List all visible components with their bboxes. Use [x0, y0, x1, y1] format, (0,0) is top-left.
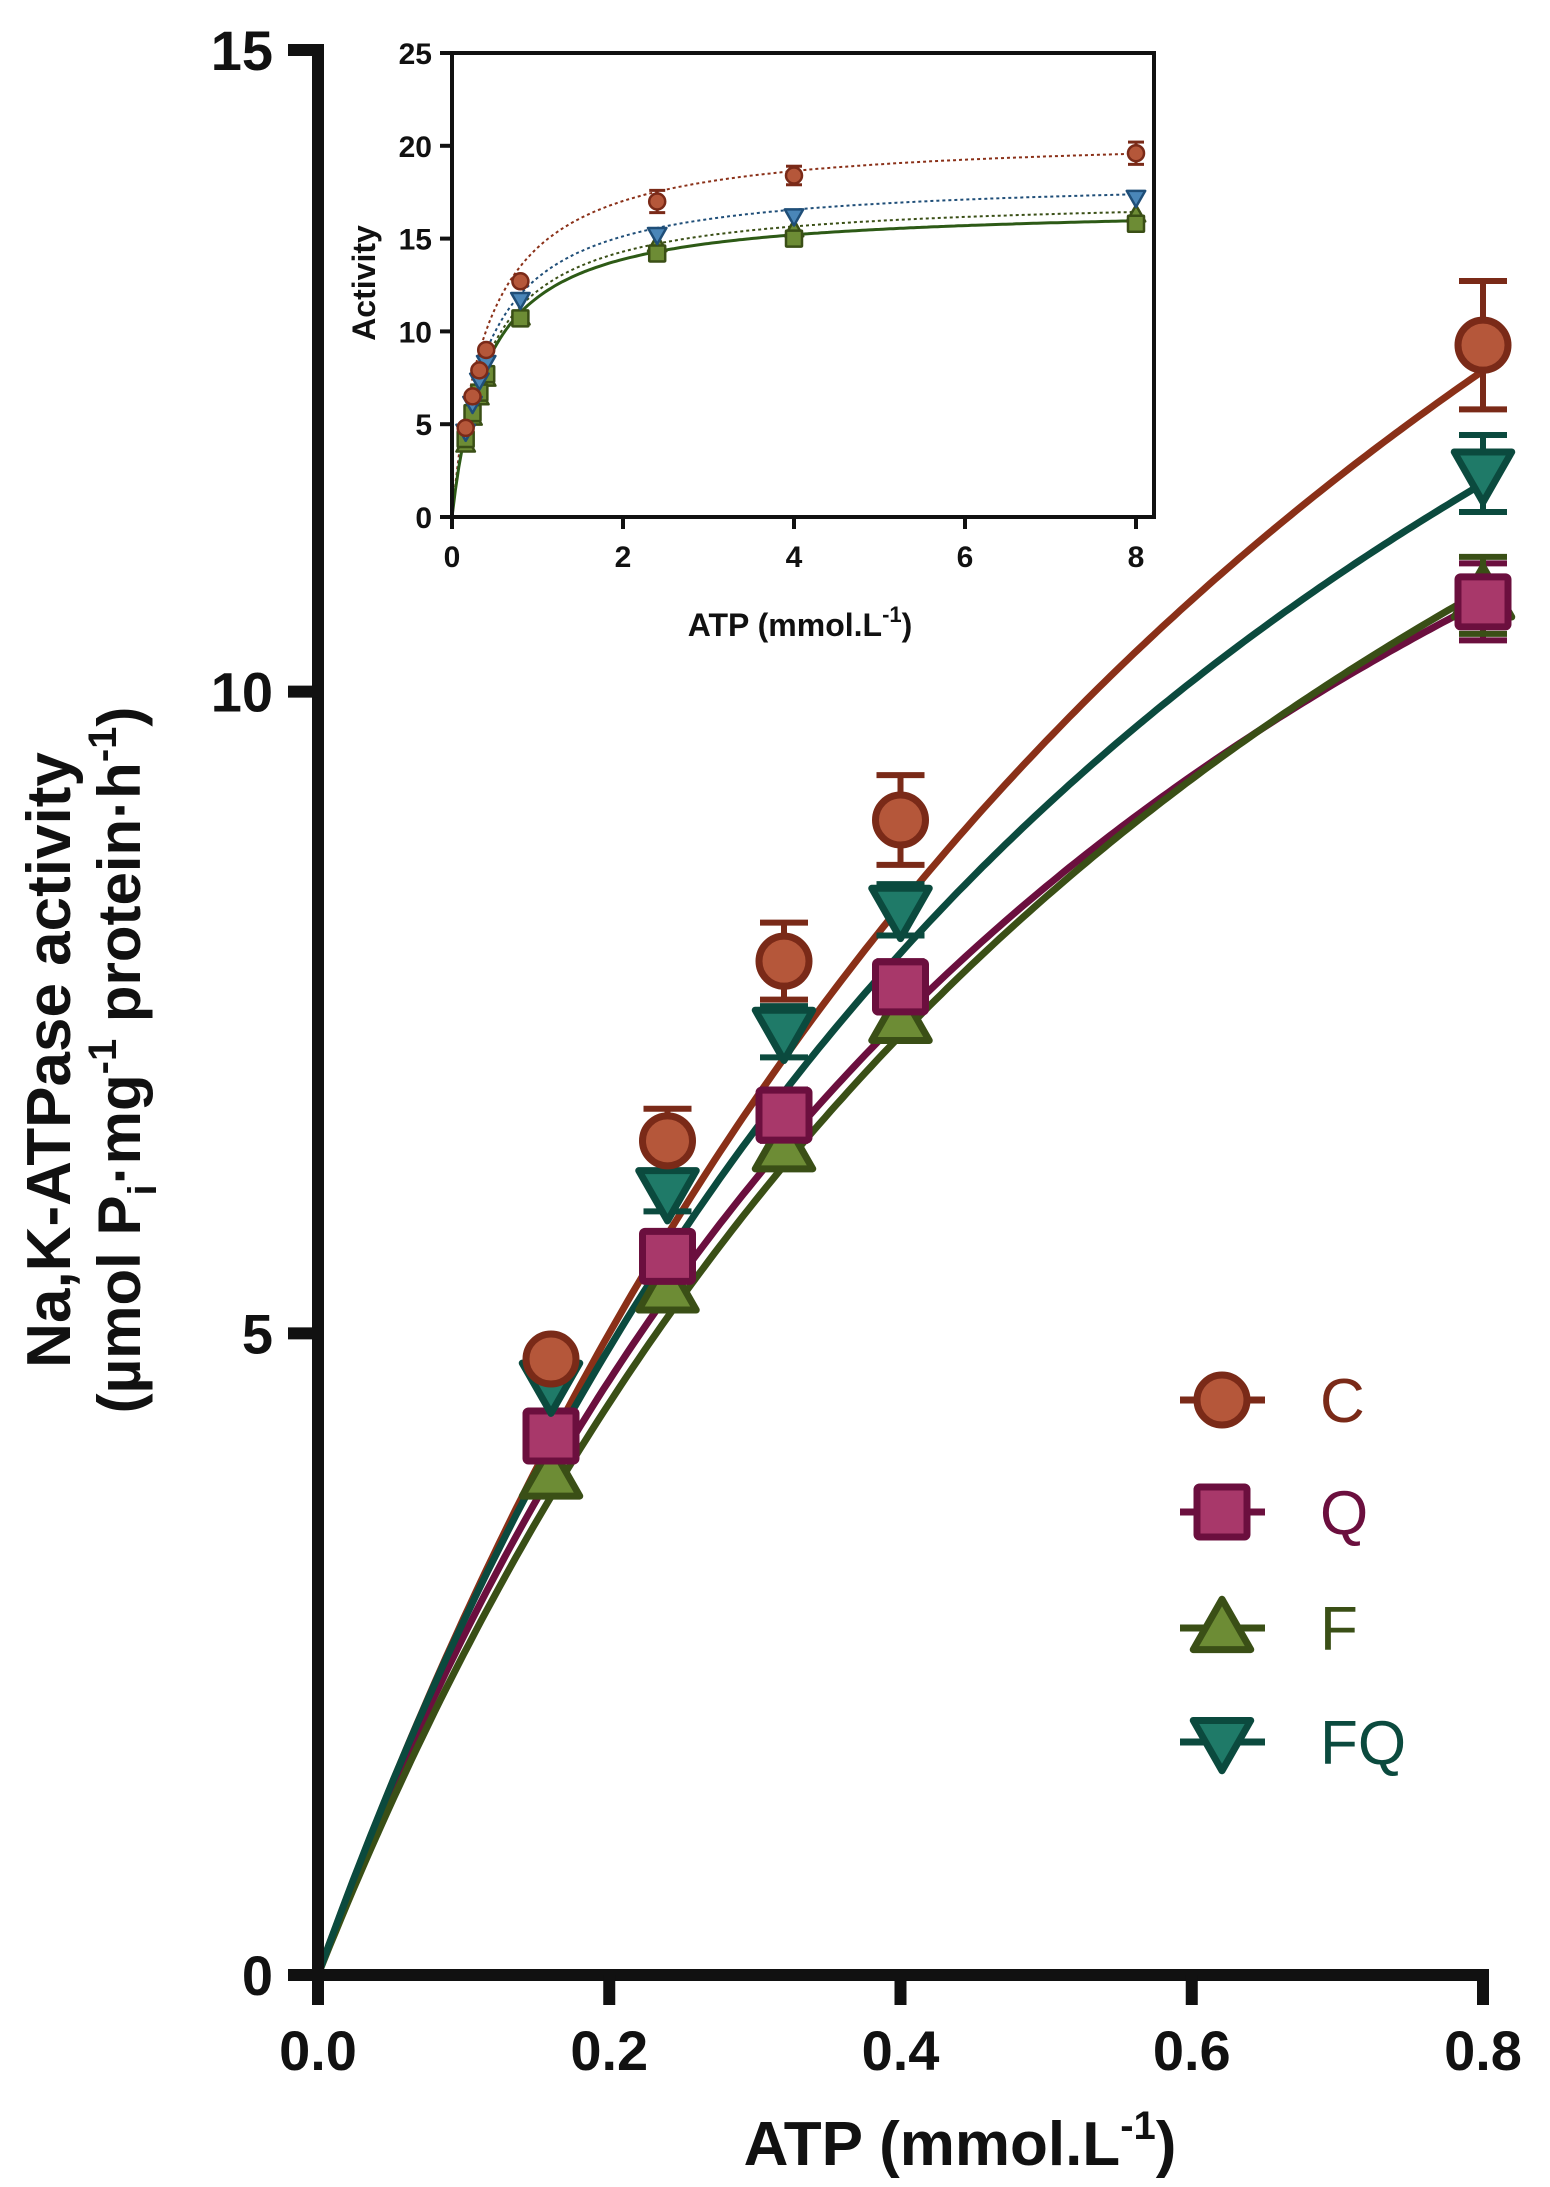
- main-x-tick-label: 0.4: [862, 2019, 940, 2082]
- inset-x-tick-label: 8: [1128, 541, 1145, 574]
- y-title-sup1: -1: [81, 1039, 125, 1075]
- inset-y-tick-label: 20: [399, 131, 432, 164]
- inset-y-axis-title: Activity: [346, 225, 382, 341]
- main-y-tick-label: 0: [242, 1944, 273, 2007]
- inset-point-FQ: [1125, 189, 1147, 209]
- inset-x-axis-title-close: ): [902, 607, 913, 643]
- inset-point-C: [456, 418, 475, 438]
- legend-label-F: F: [1320, 1595, 1358, 1664]
- main-point-Q: [872, 958, 929, 1016]
- inset-points: [455, 143, 1147, 453]
- legend-marker-F: [1189, 1595, 1255, 1654]
- main-point-C: [872, 791, 929, 849]
- inset-ticks: 0 2 4 6 8 0 5 10 15 20 25: [399, 38, 1145, 574]
- main-y-axis-title: Na,K-ATPase activity (µmol Pi·mg-1 prote…: [15, 707, 165, 1414]
- main-point-Q: [755, 1086, 813, 1144]
- main-y-tick-label: 10: [211, 661, 273, 724]
- inset-x-axis-title-text: ATP (mmol.L: [688, 607, 882, 643]
- main-point-C: [755, 932, 813, 990]
- main-y-tick-label: 15: [211, 19, 273, 82]
- inset-point-C: [1126, 143, 1146, 163]
- main-x-axis-title-sup: -1: [1120, 2104, 1156, 2148]
- main-curve-FQ: [314, 480, 1485, 1977]
- legend-marker-FQ: [1189, 1716, 1255, 1775]
- y-title-part-a: (µmol P: [86, 1195, 153, 1413]
- main-y-axis-title-line1: Na,K-ATPase activity: [15, 752, 84, 1368]
- main-x-tick-label: 0.0: [279, 2019, 357, 2082]
- y-title-part-b: ·mg: [86, 1074, 153, 1184]
- main-point-C: [639, 1112, 696, 1170]
- main-x-tick-label: 0.6: [1153, 2019, 1231, 2082]
- main-point-FQ: [635, 1167, 700, 1225]
- legend-label-FQ: FQ: [1320, 1709, 1406, 1778]
- main-y-axis-title-line2: (µmol Pi·mg-1 protein·h-1): [81, 707, 165, 1414]
- inset-y-tick-label: 5: [415, 409, 432, 442]
- inset-point-C: [511, 272, 530, 291]
- y-title-sup2: -1: [81, 727, 125, 763]
- inset-point-Q: [511, 309, 530, 328]
- legend-label-C: C: [1320, 1367, 1365, 1436]
- legend-label-Q: Q: [1320, 1479, 1368, 1548]
- main-x-axis-title-close: ): [1156, 2110, 1177, 2179]
- main-x-axis-title-text: ATP (mmol.L: [744, 2110, 1121, 2179]
- inset-x-tick-label: 2: [615, 541, 632, 574]
- main-point-F: [518, 1442, 584, 1500]
- inset-curve-Q: [450, 219, 1137, 518]
- inset-point-C: [647, 192, 667, 211]
- inset-y-tick-label: 25: [399, 38, 432, 71]
- main-point-FQ: [751, 1006, 817, 1064]
- legend-marker-C: [1193, 1371, 1251, 1429]
- inset-point-C: [784, 166, 804, 185]
- main-point-C: [522, 1330, 580, 1388]
- y-title-part-d: ): [86, 707, 153, 727]
- inset-point-Q: [1126, 214, 1146, 234]
- inset-x-tick-label: 6: [957, 541, 974, 574]
- main-point-FQ: [1450, 448, 1516, 506]
- inset-x-tick-label: 4: [786, 541, 803, 574]
- main-point-Q: [1454, 573, 1512, 631]
- main-point-C: [1454, 316, 1512, 374]
- legend: CQF FQ: [1180, 1367, 1406, 1778]
- main-point-FQ: [868, 884, 933, 943]
- inset-plot: 0 2 4 6 8 0 5 10 15 20 25 ATP (mmol.L-1) Activity: [346, 38, 1156, 643]
- inset-point-FQ: [509, 291, 531, 311]
- inset-y-tick-label: 15: [399, 224, 432, 257]
- inset-y-tick-label: 0: [415, 502, 432, 535]
- main-x-tick-label: 0.8: [1444, 2019, 1522, 2082]
- inset-point-C: [463, 387, 482, 406]
- inset-axes: [450, 51, 1156, 519]
- inset-point-Q: [647, 244, 667, 263]
- y-title-sub-i: i: [121, 1184, 165, 1195]
- main-ticks: 0.0 0.2 0.4 0.6 0.8 0 5 10 15: [211, 19, 1522, 2082]
- inset-point-FQ: [783, 208, 805, 227]
- inset-x-tick-label: 0: [444, 541, 461, 574]
- main-x-axis-title: ATP (mmol.L-1): [744, 2104, 1177, 2179]
- inset-point-C: [470, 361, 489, 380]
- main-y-tick-label: 5: [242, 1302, 273, 1365]
- inset-point-Q: [784, 229, 804, 248]
- inset-curve-F: [451, 210, 1137, 518]
- legend-marker-Q: [1193, 1483, 1251, 1541]
- inset-x-axis-title-sup: -1: [882, 602, 902, 627]
- inset-y-tick-label: 10: [399, 316, 432, 349]
- y-title-part-c: protein·h: [86, 762, 153, 1039]
- inset-x-axis-title: ATP (mmol.L-1): [688, 602, 913, 643]
- inset-point-FQ: [646, 226, 668, 246]
- main-points: [518, 316, 1516, 1500]
- main-point-Q: [639, 1227, 696, 1285]
- inset-frame: [450, 51, 1156, 519]
- main-point-Q: [522, 1407, 580, 1465]
- main-x-tick-label: 0.2: [570, 2019, 648, 2082]
- inset-point-C: [476, 340, 496, 360]
